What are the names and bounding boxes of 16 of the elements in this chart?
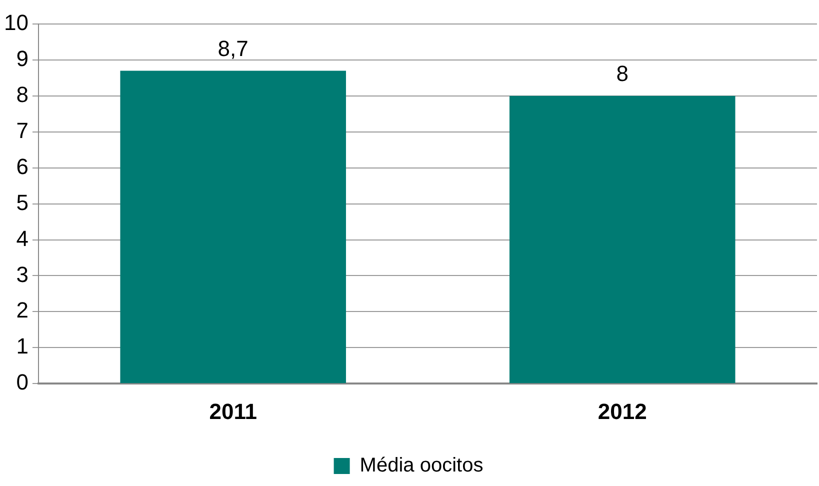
y-tick-label: 0 <box>16 370 28 395</box>
y-tick-label: 9 <box>16 46 28 72</box>
y-tick-label: 5 <box>16 190 28 215</box>
y-tick-label: 2 <box>16 298 28 323</box>
y-tick-label: 8 <box>16 82 28 107</box>
y-tick-label: 3 <box>16 262 28 287</box>
y-tick-label: 4 <box>16 226 28 251</box>
y-tick-label: 7 <box>16 118 28 143</box>
legend-label: Média oocitos <box>360 454 484 477</box>
y-tick-label: 10 <box>4 10 28 36</box>
x-tick-label: 2011 <box>209 398 257 424</box>
x-tick-label: 2012 <box>598 398 647 424</box>
data-label: 8 <box>616 60 628 86</box>
y-tick-label: 1 <box>16 334 28 359</box>
data-label: 8,7 <box>218 36 248 61</box>
y-tick-label: 6 <box>16 154 28 179</box>
